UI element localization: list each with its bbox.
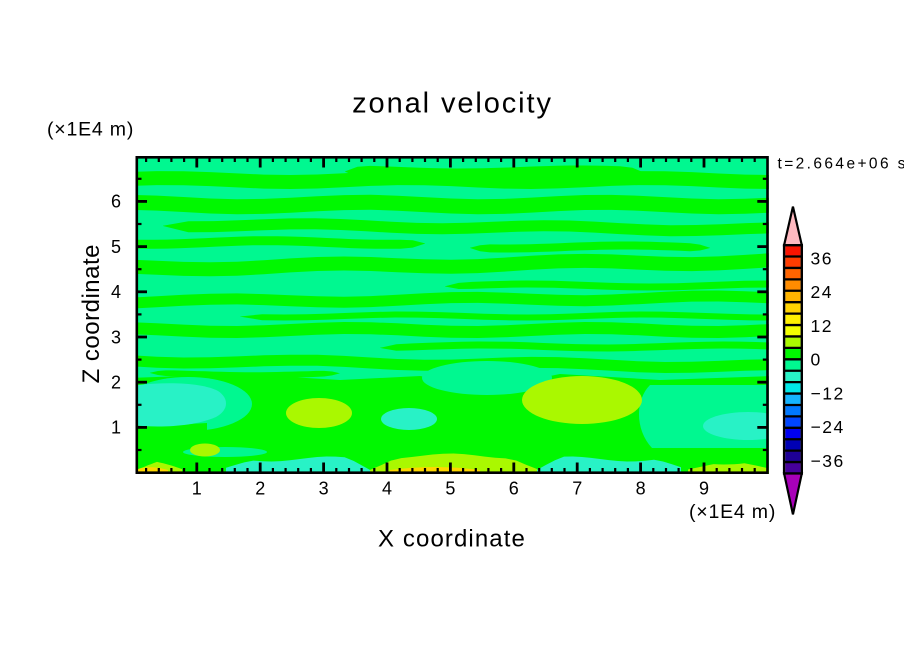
svg-text:2: 2 [111,373,121,393]
svg-text:4: 4 [382,479,392,499]
svg-text:7: 7 [572,479,582,499]
svg-text:−36: −36 [811,451,845,471]
svg-text:5: 5 [111,237,121,257]
svg-text:(×1E4 m): (×1E4 m) [689,501,776,523]
svg-text:3: 3 [319,479,329,499]
svg-text:X coordinate: X coordinate [378,526,526,553]
svg-text:3: 3 [111,327,121,347]
svg-text:4: 4 [111,282,121,302]
svg-text:12: 12 [811,316,833,336]
svg-text:24: 24 [811,282,833,302]
svg-text:5: 5 [445,479,455,499]
svg-text:zonal velocity: zonal velocity [352,88,553,120]
svg-text:t=2.664e+06 s: t=2.664e+06 s [778,155,904,172]
svg-text:2: 2 [255,479,265,499]
svg-text:Z coordinate: Z coordinate [78,244,105,383]
svg-text:9: 9 [699,479,709,499]
svg-text:8: 8 [636,479,646,499]
svg-text:6: 6 [111,192,121,212]
svg-text:36: 36 [811,249,833,269]
svg-text:1: 1 [111,418,121,438]
svg-text:−12: −12 [811,384,845,404]
svg-text:−24: −24 [811,417,845,437]
svg-text:(×1E4 m): (×1E4 m) [47,119,134,141]
svg-text:0: 0 [811,350,822,370]
svg-text:1: 1 [192,479,202,499]
svg-text:6: 6 [509,479,519,499]
